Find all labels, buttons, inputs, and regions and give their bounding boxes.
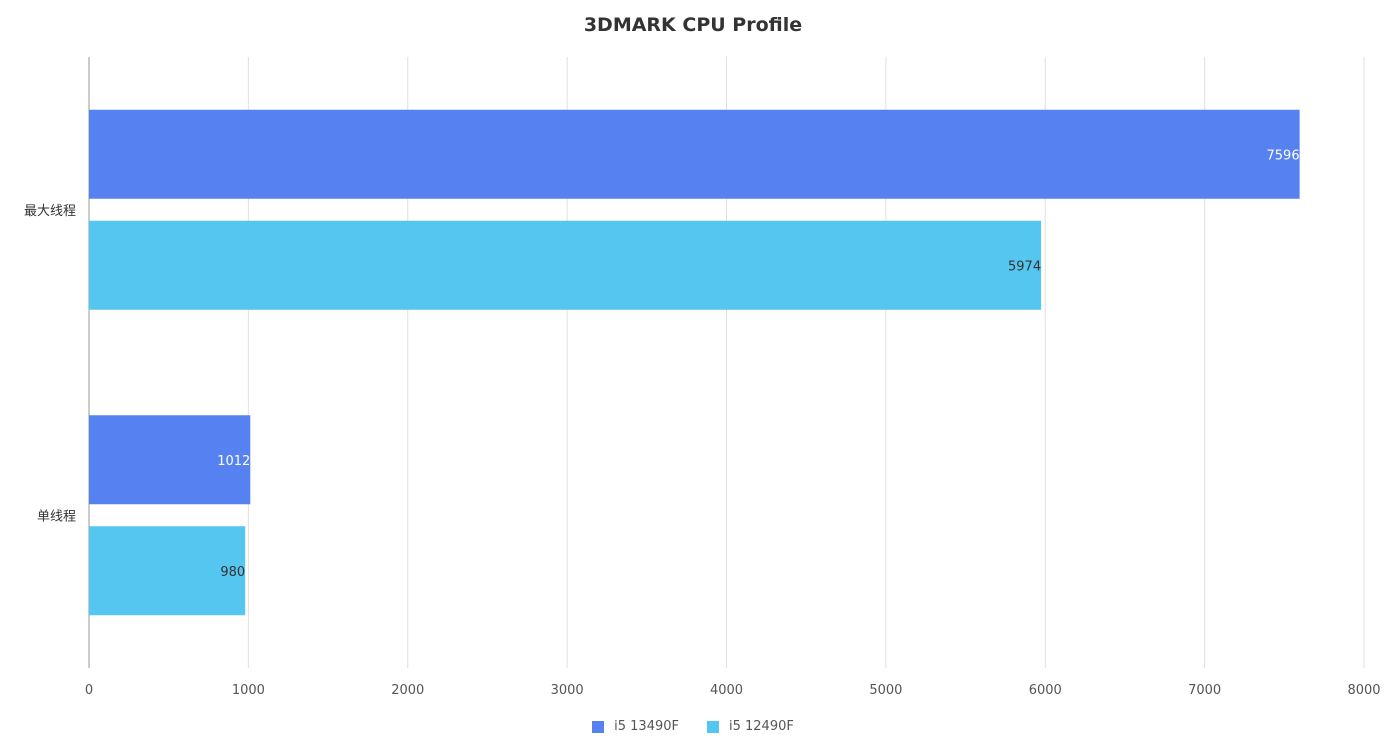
x-tick-label: 8000 — [1347, 683, 1380, 698]
x-tick-label: 3000 — [551, 683, 584, 698]
y-category-label: 单线程 — [37, 509, 76, 524]
bar — [89, 526, 246, 616]
x-tick-label: 7000 — [1188, 683, 1221, 698]
legend-label: i5 12490F — [729, 719, 794, 734]
data-label: 980 — [220, 565, 245, 580]
x-tick-label: 6000 — [1029, 683, 1062, 698]
bar — [89, 415, 251, 505]
data-label: 1012 — [217, 454, 250, 469]
y-category-label: 最大线程 — [24, 204, 76, 219]
legend-item-0[interactable]: i5 13490F — [592, 719, 679, 734]
legend-item-1[interactable]: i5 12490F — [707, 719, 794, 734]
x-tick-label: 2000 — [391, 683, 424, 698]
legend-label: i5 13490F — [614, 719, 679, 734]
data-label: 7596 — [1267, 148, 1300, 163]
x-tick-label: 1000 — [232, 683, 265, 698]
bar — [89, 220, 1042, 310]
legend: i5 13490F i5 12490F — [0, 719, 1386, 734]
data-label: 5974 — [1008, 259, 1041, 274]
bar — [89, 109, 1300, 199]
legend-swatch — [592, 720, 605, 733]
legend-swatch — [707, 720, 719, 733]
chart-title: 3DMARK CPU Profile — [583, 14, 803, 36]
x-tick-label: 4000 — [710, 683, 743, 698]
x-tick-label: 0 — [85, 683, 93, 698]
x-tick-label: 5000 — [869, 683, 902, 698]
